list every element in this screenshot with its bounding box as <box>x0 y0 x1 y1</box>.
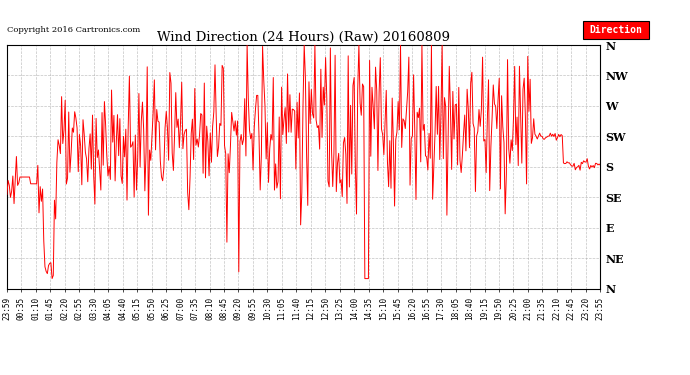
Text: Copyright 2016 Cartronics.com: Copyright 2016 Cartronics.com <box>7 26 140 34</box>
Title: Wind Direction (24 Hours) (Raw) 20160809: Wind Direction (24 Hours) (Raw) 20160809 <box>157 31 450 44</box>
Text: Direction: Direction <box>589 26 642 35</box>
